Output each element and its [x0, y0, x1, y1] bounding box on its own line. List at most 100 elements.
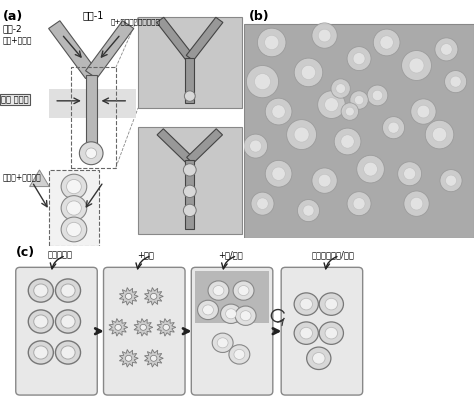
- Circle shape: [401, 50, 431, 81]
- FancyBboxPatch shape: [195, 271, 269, 324]
- Circle shape: [410, 197, 423, 210]
- Circle shape: [55, 279, 81, 302]
- Circle shape: [183, 164, 196, 176]
- Circle shape: [388, 122, 399, 133]
- Circle shape: [440, 170, 462, 192]
- Circle shape: [202, 305, 213, 315]
- Circle shape: [350, 91, 368, 109]
- Circle shape: [446, 175, 456, 186]
- Circle shape: [318, 91, 345, 118]
- Circle shape: [198, 300, 219, 320]
- Circle shape: [86, 148, 97, 158]
- Circle shape: [220, 304, 241, 324]
- Circle shape: [244, 134, 267, 158]
- Circle shape: [294, 127, 309, 142]
- Circle shape: [66, 222, 82, 237]
- Circle shape: [233, 281, 254, 300]
- Polygon shape: [145, 287, 164, 305]
- Circle shape: [28, 341, 54, 364]
- FancyBboxPatch shape: [49, 170, 99, 246]
- Circle shape: [250, 140, 262, 152]
- Circle shape: [312, 353, 325, 364]
- Circle shape: [61, 284, 75, 297]
- Polygon shape: [145, 349, 164, 367]
- FancyBboxPatch shape: [138, 17, 242, 108]
- Circle shape: [226, 309, 237, 319]
- Circle shape: [61, 174, 87, 199]
- Polygon shape: [86, 75, 97, 146]
- Polygon shape: [109, 318, 128, 336]
- Polygon shape: [134, 318, 153, 336]
- Circle shape: [341, 135, 354, 148]
- FancyBboxPatch shape: [244, 24, 474, 238]
- Circle shape: [217, 338, 228, 348]
- Circle shape: [34, 315, 48, 328]
- Circle shape: [404, 191, 429, 216]
- FancyBboxPatch shape: [191, 267, 273, 395]
- Circle shape: [445, 71, 466, 93]
- FancyBboxPatch shape: [49, 89, 136, 118]
- Polygon shape: [49, 21, 97, 79]
- Text: 酶+羧甲基纤维素钠溶液: 酶+羧甲基纤维素钠溶液: [111, 19, 161, 25]
- Circle shape: [55, 341, 81, 364]
- Circle shape: [319, 322, 344, 344]
- Circle shape: [79, 142, 103, 165]
- Circle shape: [435, 38, 458, 61]
- Circle shape: [246, 66, 279, 98]
- Circle shape: [353, 53, 365, 65]
- Circle shape: [303, 205, 314, 216]
- Circle shape: [372, 90, 383, 100]
- FancyBboxPatch shape: [138, 127, 242, 234]
- Circle shape: [235, 306, 256, 326]
- Polygon shape: [119, 287, 138, 305]
- Circle shape: [272, 105, 285, 118]
- Circle shape: [163, 324, 169, 330]
- Polygon shape: [157, 129, 193, 164]
- Circle shape: [334, 128, 361, 155]
- Text: (c): (c): [16, 246, 35, 259]
- Text: 除多余植物油/已烷: 除多余植物油/已烷: [312, 250, 355, 259]
- Circle shape: [238, 285, 249, 296]
- Text: 水相-1: 水相-1: [83, 10, 104, 20]
- Circle shape: [425, 120, 454, 149]
- Circle shape: [28, 310, 54, 333]
- Circle shape: [346, 107, 354, 116]
- Polygon shape: [157, 318, 176, 336]
- Text: 微流控芯片: 微流控芯片: [47, 250, 72, 259]
- Circle shape: [331, 79, 350, 98]
- Circle shape: [66, 201, 82, 215]
- Circle shape: [319, 293, 344, 315]
- Circle shape: [257, 198, 268, 210]
- Circle shape: [61, 346, 75, 359]
- Circle shape: [212, 333, 233, 353]
- Circle shape: [34, 346, 48, 359]
- Polygon shape: [157, 17, 193, 60]
- Circle shape: [126, 355, 132, 361]
- Circle shape: [257, 28, 286, 57]
- Circle shape: [294, 293, 319, 315]
- Polygon shape: [185, 160, 194, 229]
- Text: 水相-2: 水相-2: [2, 25, 22, 34]
- Circle shape: [55, 310, 81, 333]
- Circle shape: [357, 155, 384, 183]
- Circle shape: [255, 73, 271, 90]
- FancyBboxPatch shape: [16, 267, 97, 395]
- Circle shape: [264, 35, 279, 50]
- Circle shape: [417, 105, 430, 118]
- Circle shape: [450, 76, 461, 87]
- Circle shape: [28, 279, 54, 302]
- Text: (b): (b): [249, 10, 269, 23]
- Polygon shape: [29, 170, 49, 187]
- Circle shape: [300, 298, 312, 310]
- Circle shape: [272, 167, 285, 180]
- Circle shape: [364, 162, 377, 176]
- Circle shape: [265, 160, 292, 187]
- Polygon shape: [187, 129, 222, 164]
- Circle shape: [150, 355, 157, 361]
- Polygon shape: [119, 349, 138, 367]
- Circle shape: [240, 311, 251, 321]
- Circle shape: [367, 85, 388, 106]
- Circle shape: [251, 192, 274, 215]
- Circle shape: [441, 44, 452, 55]
- Circle shape: [374, 29, 400, 56]
